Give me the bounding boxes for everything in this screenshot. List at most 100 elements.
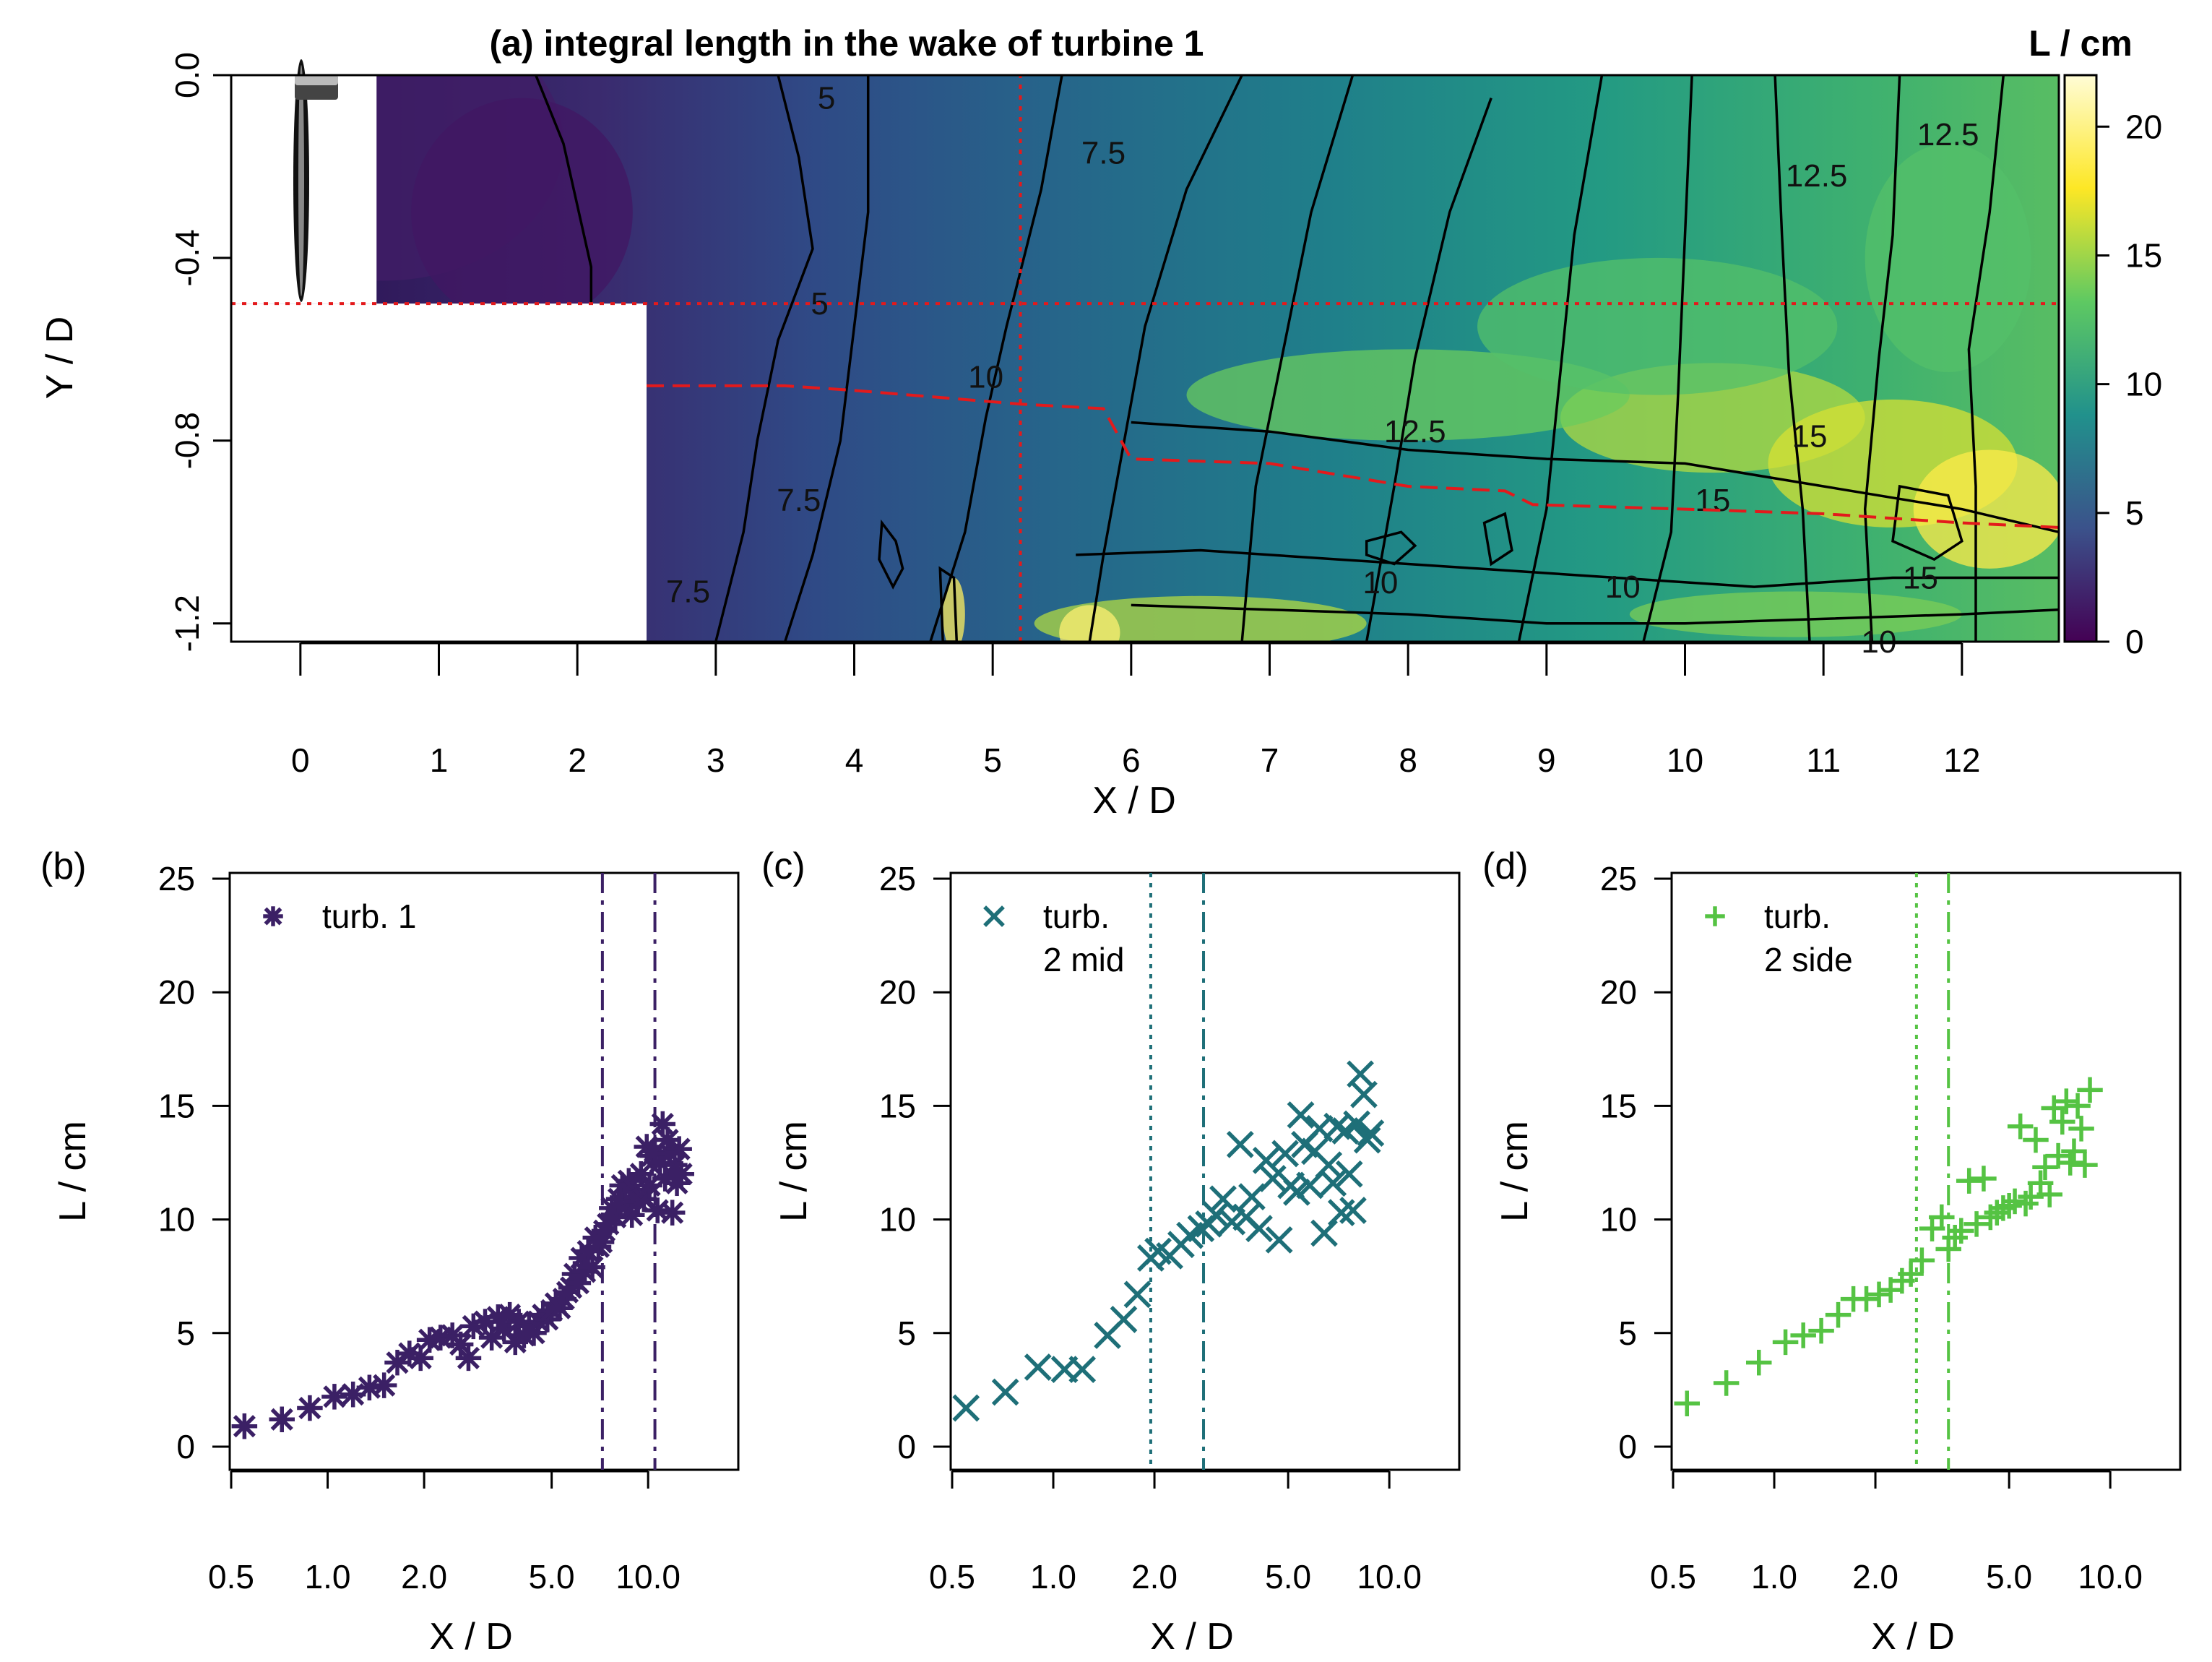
contour-loop — [1365, 530, 1417, 566]
data-point — [1956, 1168, 1982, 1194]
y-tick-label: 5 — [1618, 1314, 1637, 1352]
data-point — [1357, 1119, 1385, 1148]
panel-label: (c) — [761, 845, 805, 887]
panel-c-scatter: (c) 0 5 10 15 20 25 L / cm 0.5 1.0 2.0 5.0 10.0 X / D… — [761, 845, 1461, 1658]
y-axis-title: Y / D — [39, 317, 81, 400]
data-point — [1258, 1165, 1287, 1192]
contour-line — [1076, 548, 2059, 588]
data-point — [1331, 1117, 1360, 1145]
legend-label: 2 side — [1764, 941, 1853, 978]
contour-line — [1863, 74, 1901, 642]
data-point — [659, 1200, 686, 1226]
legend-label: turb. — [1764, 897, 1831, 935]
contour-label: 15 — [1792, 418, 1828, 454]
legend-label: 2 mid — [1043, 941, 1124, 978]
data-point — [952, 1394, 980, 1422]
x-tick-label: 3 — [707, 741, 725, 779]
colorbar: 0 5 10 15 20 L / cm — [2029, 23, 2162, 660]
contour-label: 7.5 — [1081, 135, 1126, 171]
colorbar-tick-label: 5 — [2125, 494, 2144, 532]
legend-marker — [983, 905, 1005, 927]
x-tick-label: 5.0 — [1265, 1558, 1311, 1596]
contour-line — [784, 75, 870, 642]
contour-line — [1365, 98, 1492, 642]
data-point — [1123, 1280, 1152, 1309]
x-axis: 0 1 2 3 4 5 6 7 8 9 10 11 12 — [291, 642, 1980, 779]
data-point — [1339, 1197, 1367, 1224]
colorbar-ticks: 0 5 10 15 20 — [2096, 108, 2162, 660]
legend-label: turb. 1 — [322, 897, 416, 935]
contour-label: 12.5 — [1917, 117, 1979, 152]
data-point — [455, 1345, 482, 1372]
data-point — [991, 1378, 1019, 1406]
y-tick-label: 0.0 — [168, 52, 206, 98]
data-point — [1226, 1130, 1254, 1158]
legend: turb. 2 mid — [983, 897, 1124, 978]
data-point — [1353, 1126, 1381, 1154]
data-point — [1271, 1140, 1299, 1168]
y-axis: 0.0 -0.4 -0.8 -1.2 — [168, 52, 231, 652]
y-tick-label: 10 — [879, 1201, 916, 1239]
data-point — [644, 1197, 670, 1223]
y-tick-label: 0 — [176, 1428, 195, 1465]
contour-label: 12.5 — [1384, 414, 1446, 449]
data-point — [1772, 1329, 1799, 1356]
contour-label: 15 — [1903, 560, 1938, 595]
y-tick-label: 20 — [158, 973, 195, 1011]
data-point — [2061, 1138, 2087, 1165]
data-point — [1929, 1204, 1955, 1231]
data-point — [1209, 1185, 1237, 1213]
contour-loop — [878, 519, 904, 590]
x-tick-label: 7 — [1261, 741, 1279, 779]
data-point — [1050, 1356, 1079, 1383]
x-tick-label: 2.0 — [1852, 1558, 1898, 1596]
contour-line — [535, 74, 593, 304]
contour-label: 7.5 — [666, 574, 710, 609]
heatmap-patch — [1629, 591, 1962, 637]
y-axis-title: L / cm — [52, 1121, 94, 1222]
y-tick-label: 25 — [158, 860, 195, 897]
panel-b-scatter: (b) 0 5 10 15 20 25 L / cm 0.5 1.0 2.0 5.0 10.0 X / D… — [40, 845, 740, 1658]
y-tick-label: 10 — [158, 1201, 195, 1239]
contour-label: 10 — [1605, 569, 1641, 605]
panel-d-scatter: (d) 0 5 10 15 20 25 L / cm 0.5 1.0 2.0 5.0 10.0 X / D… — [1482, 845, 2182, 1658]
x-tick-label: 1.0 — [1751, 1558, 1797, 1596]
heatmap-title: (a) integral length in the wake of turbi… — [490, 23, 1204, 64]
y-tick-label: 25 — [1600, 860, 1637, 897]
data-point — [1948, 1218, 1974, 1244]
plot-frame — [1670, 871, 2182, 1471]
y-tick-label: 20 — [879, 973, 916, 1011]
data-point — [1296, 1171, 1324, 1200]
y-tick-label: 20 — [1600, 973, 1637, 1011]
x-tick-label: 9 — [1537, 741, 1556, 779]
x-tick-label: 1 — [430, 741, 449, 779]
contour-line — [714, 74, 814, 642]
data-point — [231, 1413, 258, 1439]
data-point — [2049, 1108, 2075, 1135]
data-point — [2072, 1152, 2098, 1178]
y-tick-label: 15 — [158, 1087, 195, 1124]
x-tick-label: 5.0 — [1986, 1558, 2032, 1596]
data-point — [1898, 1261, 1924, 1287]
x-tick-label: 10.0 — [615, 1558, 681, 1596]
heatmap-patch — [1059, 605, 1120, 642]
x-tick-label: 2.0 — [1131, 1558, 1178, 1596]
x-axis-title: X / D — [1871, 1616, 1955, 1658]
data-point — [579, 1254, 605, 1280]
plot-frame — [228, 871, 740, 1471]
x-tick-label: 0.5 — [1650, 1558, 1696, 1596]
data-point — [1909, 1247, 1935, 1273]
data-point — [1963, 1211, 1989, 1237]
y-tick-label: -0.8 — [168, 412, 206, 469]
data-point — [1202, 1201, 1230, 1229]
data-point — [1745, 1349, 1772, 1376]
contour-line — [1967, 74, 2005, 642]
data-point — [1790, 1322, 1816, 1348]
x-tick-label: 8 — [1399, 741, 1417, 779]
contour-line — [1517, 74, 1604, 642]
contour-label: 5 — [818, 81, 835, 116]
reference-line-wake-edge — [647, 384, 2060, 529]
panel-label: (d) — [1482, 845, 1529, 887]
heatmap-patch — [1913, 449, 2059, 569]
